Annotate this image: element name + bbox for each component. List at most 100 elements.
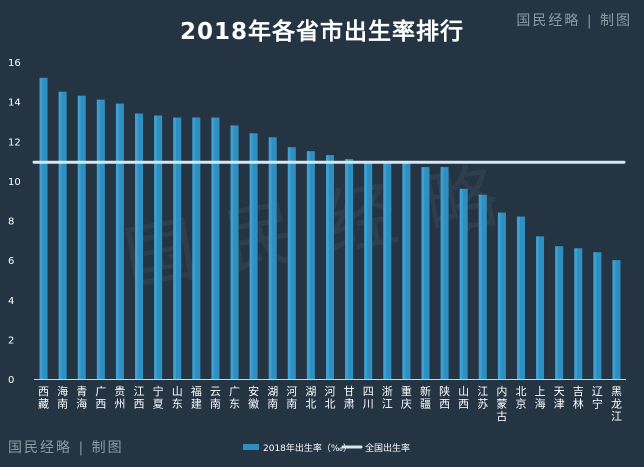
x-tick-label: 湖北 bbox=[305, 385, 316, 411]
x-tick-label: 天津 bbox=[554, 385, 565, 411]
bar-highlight bbox=[154, 115, 157, 380]
bar bbox=[287, 147, 296, 379]
bar bbox=[211, 117, 220, 379]
bar-highlight bbox=[96, 99, 100, 380]
bar bbox=[268, 137, 277, 379]
y-axis: 0 2 4 6 8 10 12 14 16 bbox=[8, 58, 21, 386]
bar bbox=[77, 95, 86, 380]
y-tick-label: 14 bbox=[8, 98, 21, 109]
bar bbox=[593, 252, 602, 379]
legend-swatch-bar bbox=[243, 444, 259, 450]
bars bbox=[39, 77, 621, 380]
bar-highlight bbox=[325, 155, 329, 379]
x-tick-label: 河北 bbox=[325, 385, 336, 411]
bar-highlight bbox=[555, 246, 558, 379]
bar bbox=[497, 212, 506, 379]
x-tick-label: 宁夏 bbox=[153, 384, 164, 411]
x-tick-label: 云南 bbox=[210, 385, 221, 411]
x-tick-label: 北京 bbox=[515, 385, 526, 411]
bar-highlight bbox=[115, 103, 119, 379]
bar bbox=[440, 167, 449, 379]
bar bbox=[325, 155, 335, 379]
bar-highlight bbox=[593, 252, 597, 379]
x-tick-label: 山西 bbox=[458, 385, 469, 411]
bar-highlight bbox=[402, 161, 406, 379]
y-tick-label: 10 bbox=[8, 177, 21, 188]
bar-highlight bbox=[574, 248, 578, 379]
bar-highlight bbox=[440, 167, 444, 379]
y-tick-label: 12 bbox=[8, 137, 21, 148]
bar bbox=[364, 161, 373, 379]
x-tick-label: 内蒙古 bbox=[496, 384, 507, 423]
bar bbox=[96, 99, 105, 380]
bar-highlight bbox=[459, 188, 463, 379]
bar-highlight bbox=[612, 260, 616, 379]
legend-label-line: 全国出生率 bbox=[365, 442, 410, 454]
bar-highlight bbox=[249, 133, 253, 379]
bar bbox=[173, 117, 182, 379]
bar bbox=[249, 133, 258, 379]
bar-highlight bbox=[536, 236, 539, 379]
x-tick-label: 广东 bbox=[229, 385, 240, 411]
x-tick-label: 广西 bbox=[95, 385, 106, 411]
bar-highlight bbox=[77, 95, 81, 380]
legend: 2018年出生率（‰） 全国出生率 bbox=[243, 442, 410, 454]
x-tick-label: 湖南 bbox=[267, 385, 278, 411]
bar bbox=[402, 161, 411, 379]
brand-logo-top: 国民经略 | 制图 bbox=[516, 13, 632, 29]
x-tick-label: 山东 bbox=[172, 385, 183, 411]
x-tick-label: 四川 bbox=[363, 385, 374, 411]
bar bbox=[383, 161, 392, 379]
y-tick-label: 2 bbox=[8, 335, 14, 346]
x-tick-label: 贵州 bbox=[114, 385, 125, 411]
y-tick-label: 0 bbox=[8, 375, 14, 386]
bar bbox=[459, 188, 468, 379]
bar-highlight bbox=[192, 117, 196, 379]
y-tick-label: 16 bbox=[8, 58, 21, 69]
bar bbox=[192, 117, 201, 379]
y-tick-label: 4 bbox=[8, 296, 14, 307]
x-tick-label: 福建 bbox=[191, 384, 202, 411]
x-tick-label: 甘肃 bbox=[344, 385, 355, 411]
x-tick-label: 陕西 bbox=[439, 384, 450, 411]
bar bbox=[135, 113, 144, 379]
bar-highlight bbox=[135, 113, 138, 379]
bar-highlight bbox=[478, 194, 482, 379]
bar bbox=[58, 91, 67, 379]
bar bbox=[478, 194, 487, 379]
bar-highlight bbox=[383, 161, 387, 379]
x-tick-label: 上海 bbox=[535, 385, 546, 411]
bar-highlight bbox=[306, 151, 310, 379]
legend-label-bar: 2018年出生率（‰） bbox=[263, 442, 352, 454]
bar bbox=[516, 216, 525, 379]
x-tick-label: 安徽 bbox=[248, 384, 259, 411]
x-tick-label: 吉林 bbox=[573, 385, 584, 411]
x-tick-label: 青海 bbox=[76, 385, 87, 411]
bar bbox=[154, 115, 163, 380]
bar bbox=[39, 77, 48, 379]
x-tick-label: 海南 bbox=[57, 384, 68, 411]
bar-highlight bbox=[39, 77, 43, 379]
bar-highlight bbox=[211, 117, 215, 379]
bar-highlight bbox=[58, 91, 62, 379]
x-tick-label: 重庆 bbox=[401, 384, 412, 411]
bar bbox=[536, 236, 545, 379]
bar-highlight bbox=[497, 212, 501, 379]
bar-highlight bbox=[345, 159, 348, 379]
bar-highlight bbox=[230, 125, 234, 380]
bar bbox=[612, 260, 621, 379]
x-axis: 西藏海南青海广西贵州江西宁夏山东福建云南广东安徽湖南河南湖北河北甘肃四川浙江重庆… bbox=[34, 379, 626, 423]
x-tick-label: 河南 bbox=[286, 385, 297, 411]
x-tick-label: 新疆 bbox=[420, 384, 431, 411]
y-tick-label: 8 bbox=[8, 217, 14, 228]
bar-highlight bbox=[287, 147, 291, 379]
x-tick-label: 辽宁 bbox=[592, 385, 603, 411]
x-tick-label: 黑龙江 bbox=[611, 385, 622, 423]
bar bbox=[421, 167, 430, 379]
bar bbox=[555, 246, 564, 379]
bar-highlight bbox=[421, 167, 425, 379]
bar bbox=[306, 151, 315, 379]
bar bbox=[574, 248, 583, 379]
